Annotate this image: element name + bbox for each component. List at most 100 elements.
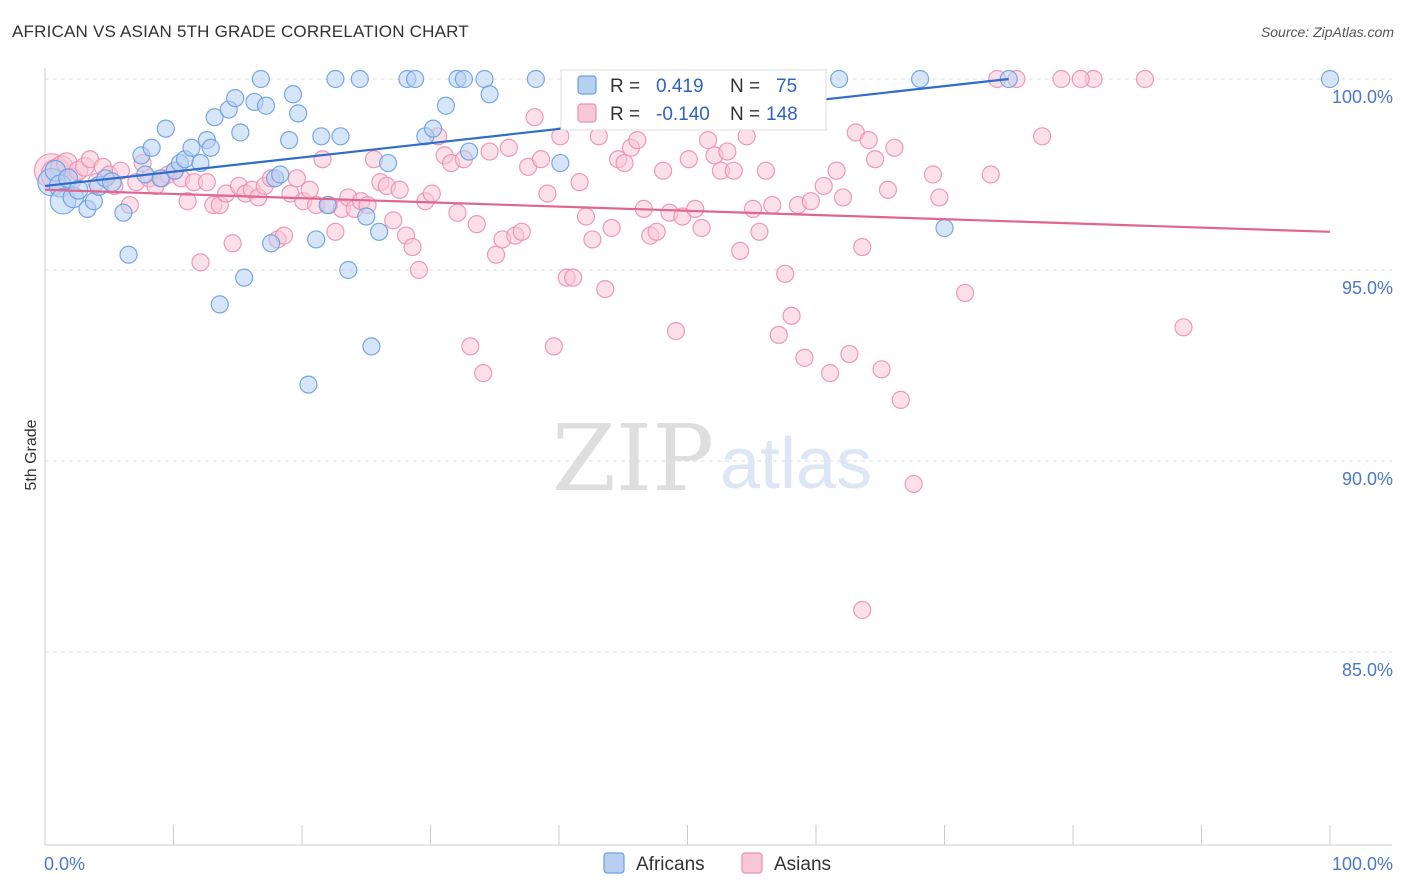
y-tick-labels: 100.0% 95.0% 90.0% 85.0% (1332, 87, 1393, 680)
point-africans-40 (289, 104, 308, 123)
legend-n-label-africans: N = (730, 76, 760, 97)
point-asians-114 (769, 325, 788, 345)
point-asians-69 (480, 142, 499, 161)
point-asians-54 (384, 211, 403, 230)
trend-line-asians (44, 188, 1331, 233)
point-asians-146 (923, 165, 943, 184)
point-africans-70 (830, 69, 849, 89)
watermark: ZIP atlas (552, 405, 872, 512)
point-asians-139 (1033, 127, 1052, 146)
point-asians-123 (827, 161, 846, 180)
point-asians-92 (628, 131, 647, 150)
point-africans-35 (262, 234, 281, 253)
point-asians-76 (525, 108, 544, 127)
point-africans-18 (156, 119, 175, 138)
point-africans-60 (459, 142, 479, 161)
point-asians-113 (763, 195, 782, 215)
point-asians-142 (1135, 69, 1155, 89)
point-asians-101 (686, 199, 705, 218)
point-africans-27 (210, 295, 229, 314)
point-asians-98 (666, 322, 686, 341)
point-africans-61 (475, 69, 494, 89)
point-asians-144 (853, 600, 872, 620)
point-asians-85 (583, 230, 602, 249)
point-africans-72 (935, 218, 954, 238)
point-asians-110 (743, 199, 763, 218)
point-africans-57 (436, 96, 456, 115)
x-tick-label-1: 100.0% (1332, 854, 1393, 874)
point-asians-134 (904, 474, 923, 494)
point-asians-145 (1071, 69, 1090, 89)
point-africans-42 (307, 230, 326, 249)
legend-box (560, 69, 827, 131)
point-asians-133 (891, 390, 910, 409)
legend-swatch-asians (577, 103, 597, 123)
point-africans-12 (114, 203, 133, 222)
point-asians-55 (390, 180, 409, 199)
point-africans-34 (256, 96, 276, 115)
point-africans-46 (331, 127, 350, 146)
legend-label-asians: Asians (774, 854, 831, 875)
point-asians-116 (782, 306, 801, 325)
axes (44, 68, 1392, 846)
point-africans-43 (312, 127, 331, 146)
point-africans-62 (480, 85, 499, 104)
point-africans-33 (251, 69, 270, 89)
point-asians-68 (474, 364, 493, 383)
point-asians-103 (698, 131, 718, 150)
point-asians-124 (833, 188, 853, 207)
point-asians-79 (544, 337, 563, 356)
x-tick-label-0: 0.0% (44, 854, 85, 874)
point-asians-24 (191, 253, 210, 272)
correlation-legend: R = 0.419 N = 75 R = -0.140 N = 148 (560, 69, 827, 131)
point-asians-131 (878, 180, 898, 199)
point-africans-16 (142, 138, 161, 157)
point-africans-29 (226, 88, 245, 108)
point-africans-26 (205, 108, 224, 127)
watermark-zip: ZIP (552, 405, 714, 512)
legend-label-africans: Africans (636, 854, 705, 875)
point-asians-100 (679, 150, 698, 169)
point-asians-74 (512, 222, 531, 241)
legend-r-value-asians: -0.140 (656, 104, 710, 125)
point-asians-43 (313, 150, 332, 169)
point-asians-125 (840, 344, 859, 364)
point-africans-30 (231, 123, 250, 142)
series-legend: Africans Asians (603, 852, 831, 875)
point-asians-115 (776, 264, 795, 283)
legend-r-label-asians: R = (610, 104, 640, 125)
trend-line-africans (44, 77, 1009, 188)
legend-n-label-asians: N = (730, 104, 760, 125)
point-africans-54 (405, 69, 425, 89)
point-asians-90 (615, 153, 634, 173)
point-africans-39 (283, 85, 303, 104)
point-asians-119 (801, 192, 820, 211)
x-tick-labels: 0.0% 100.0% (44, 854, 1393, 874)
source-credit: Source: ZipAtlas.com (1260, 24, 1394, 40)
y-tick-label-0: 100.0% (1332, 87, 1393, 107)
point-asians-84 (576, 207, 596, 226)
point-asians-87 (596, 280, 615, 299)
point-asians-41 (300, 180, 319, 199)
point-africans-41 (299, 375, 318, 394)
point-asians-107 (724, 161, 743, 180)
point-asians-130 (872, 360, 891, 379)
legend-n-value-africans: 75 (776, 76, 797, 97)
point-africans-63 (526, 69, 545, 89)
legend-n-value-asians: 148 (766, 104, 798, 125)
point-africans-38 (280, 131, 299, 150)
point-africans-25 (201, 138, 220, 157)
point-asians-112 (756, 161, 775, 180)
point-africans-47 (339, 260, 358, 280)
point-asians-143 (1174, 318, 1193, 337)
point-asians-45 (326, 222, 345, 241)
point-asians-140 (1052, 69, 1071, 89)
point-africans-13 (119, 245, 138, 264)
point-asians-70 (486, 245, 506, 264)
legend-swatch-asians-bottom (741, 852, 763, 874)
point-asians-29 (223, 234, 242, 253)
point-asians-83 (570, 173, 589, 192)
point-africans-56 (423, 119, 443, 138)
point-asians-82 (564, 268, 583, 287)
point-africans-64 (551, 153, 570, 173)
